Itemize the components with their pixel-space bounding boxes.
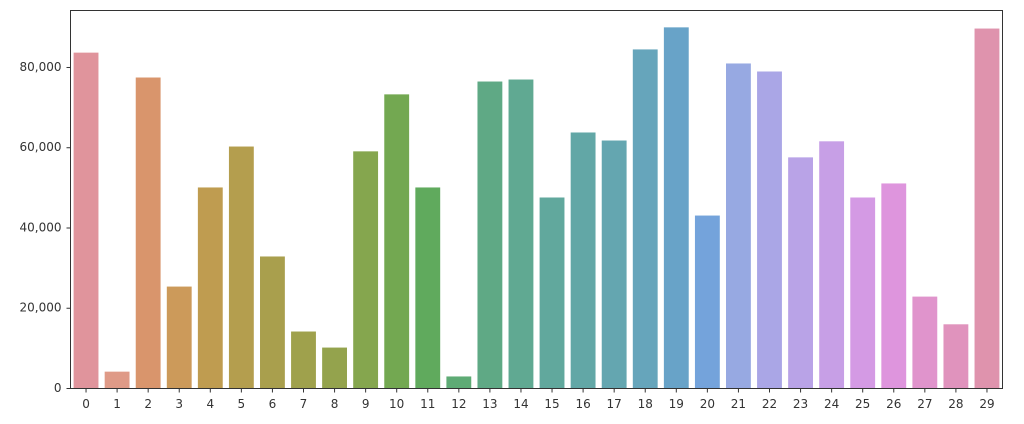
bar (663, 27, 689, 389)
x-tick-label: 5 (238, 397, 246, 411)
bar (446, 376, 472, 389)
bar (73, 52, 99, 389)
x-tick-label: 13 (482, 397, 497, 411)
x-tick-label: 24 (824, 397, 839, 411)
x-tick-label: 12 (451, 397, 466, 411)
bar (726, 63, 751, 389)
y-tick-label: 40,000 (20, 220, 62, 234)
x-tick-label: 10 (389, 397, 404, 411)
y-tick-label: 0 (54, 381, 62, 395)
bar (322, 347, 347, 389)
x-tick-label: 16 (575, 397, 590, 411)
x-tick-label: 27 (917, 397, 932, 411)
x-tick-label: 19 (669, 397, 684, 411)
x-tick-label: 29 (979, 397, 994, 411)
bar (415, 187, 441, 389)
x-tick-label: 28 (948, 397, 963, 411)
x-tick-label: 6 (269, 397, 277, 411)
bar (850, 197, 876, 389)
bar (819, 141, 845, 389)
bar (974, 28, 1000, 389)
x-tick-label: 8 (331, 397, 339, 411)
bar (260, 256, 285, 389)
bar (943, 324, 969, 389)
x-tick-label: 15 (544, 397, 559, 411)
x-tick-label: 21 (731, 397, 746, 411)
bar (166, 286, 192, 389)
bar (757, 71, 782, 389)
x-tick-label: 18 (638, 397, 653, 411)
x-tick-label: 14 (513, 397, 528, 411)
bar (632, 49, 658, 389)
x-tick-label: 9 (362, 397, 370, 411)
x-tick-label: 4 (206, 397, 214, 411)
y-tick-label: 80,000 (20, 60, 62, 74)
bar (912, 296, 938, 389)
x-tick-label: 2 (144, 397, 152, 411)
x-tick-label: 20 (700, 397, 715, 411)
x-tick-label: 0 (82, 397, 90, 411)
x-tick-label: 1 (113, 397, 121, 411)
y-tick-label: 60,000 (20, 140, 62, 154)
bar (601, 140, 627, 389)
x-tick-label: 7 (300, 397, 308, 411)
y-tick-label: 20,000 (20, 301, 62, 315)
bar (539, 197, 565, 389)
x-tick-label: 26 (886, 397, 901, 411)
bar (508, 79, 534, 389)
x-tick-label: 25 (855, 397, 870, 411)
bar (197, 187, 223, 389)
bar (570, 132, 596, 389)
bar (694, 215, 720, 389)
bar (228, 146, 254, 389)
x-tick-label: 23 (793, 397, 808, 411)
x-tick-label: 17 (607, 397, 622, 411)
bar (788, 157, 813, 389)
bar (881, 183, 907, 389)
bar (291, 331, 316, 389)
x-tick-label: 3 (175, 397, 183, 411)
bar (384, 94, 410, 389)
x-tick-label: 22 (762, 397, 777, 411)
bar (135, 77, 161, 389)
bar (104, 371, 130, 389)
bar (477, 81, 503, 389)
x-tick-label: 11 (420, 397, 435, 411)
plot-frame (70, 10, 1003, 389)
bar (353, 151, 379, 389)
